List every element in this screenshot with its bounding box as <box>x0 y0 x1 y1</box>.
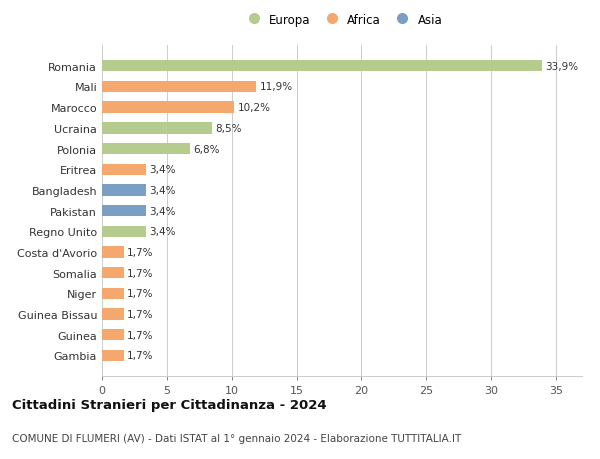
Text: 3,4%: 3,4% <box>149 227 176 237</box>
Bar <box>102 330 124 341</box>
Bar <box>102 164 146 175</box>
Text: 3,4%: 3,4% <box>149 206 176 216</box>
Text: 1,7%: 1,7% <box>127 330 154 340</box>
Text: 1,7%: 1,7% <box>127 309 154 319</box>
Text: 6,8%: 6,8% <box>193 144 220 154</box>
Bar <box>102 82 256 93</box>
Bar <box>102 350 124 361</box>
Text: 33,9%: 33,9% <box>545 62 578 72</box>
Text: 1,7%: 1,7% <box>127 268 154 278</box>
Bar <box>102 144 190 155</box>
Bar <box>102 288 124 299</box>
Text: Cittadini Stranieri per Cittadinanza - 2024: Cittadini Stranieri per Cittadinanza - 2… <box>12 398 326 412</box>
Bar <box>102 206 146 217</box>
Text: 1,7%: 1,7% <box>127 289 154 299</box>
Legend: Europa, Africa, Asia: Europa, Africa, Asia <box>237 9 447 31</box>
Text: 3,4%: 3,4% <box>149 185 176 196</box>
Text: 1,7%: 1,7% <box>127 351 154 361</box>
Bar <box>102 309 124 320</box>
Bar <box>102 268 124 279</box>
Text: 3,4%: 3,4% <box>149 165 176 175</box>
Text: 8,5%: 8,5% <box>215 123 242 134</box>
Text: 11,9%: 11,9% <box>260 82 293 92</box>
Bar <box>102 102 235 113</box>
Bar <box>102 185 146 196</box>
Bar <box>102 247 124 258</box>
Bar <box>102 226 146 237</box>
Text: 10,2%: 10,2% <box>238 103 271 113</box>
Text: COMUNE DI FLUMERI (AV) - Dati ISTAT al 1° gennaio 2024 - Elaborazione TUTTITALIA: COMUNE DI FLUMERI (AV) - Dati ISTAT al 1… <box>12 433 461 442</box>
Bar <box>102 123 212 134</box>
Bar <box>102 61 542 72</box>
Text: 1,7%: 1,7% <box>127 247 154 257</box>
